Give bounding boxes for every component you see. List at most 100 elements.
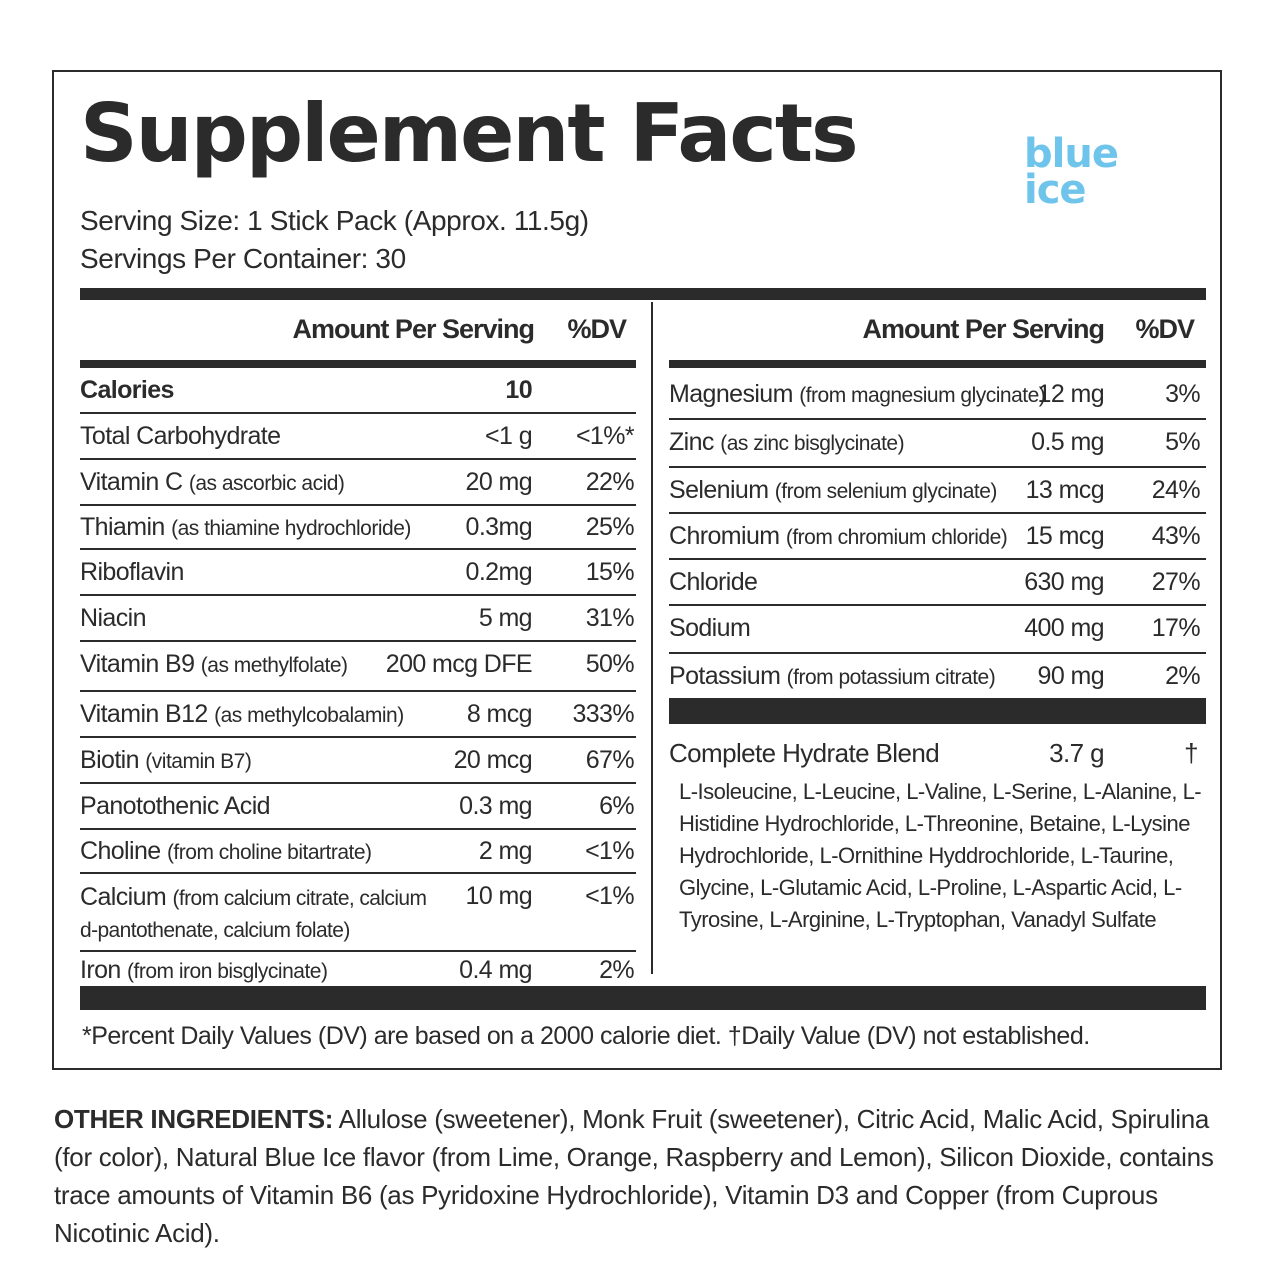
nutrient-name: Calcium (from calcium citrate, calcium d… <box>80 882 440 946</box>
nutrient-amount: 2 mg <box>478 837 533 865</box>
mineral-source-note: (from selenium glycinate) <box>774 480 998 503</box>
nutrient-source-note: (as methylcobalamin) <box>214 704 404 727</box>
mineral-dv: 27% <box>1151 568 1201 596</box>
other-ingredients: OTHER INGREDIENTS: Allulose (sweetener),… <box>54 1100 1234 1252</box>
nutrient-row: Panotothenic Acid 0.3 mg 6% <box>80 784 636 830</box>
nutrient-name: Riboflavin <box>80 558 184 586</box>
right-header-dv: %DV <box>1135 314 1195 344</box>
mineral-amount: 90 mg <box>1037 662 1105 690</box>
nutrient-dv: 2% <box>599 956 635 984</box>
blend-name: Complete Hydrate Blend <box>669 738 940 768</box>
nutrient-source-note: (vitamin B7) <box>145 750 252 773</box>
nutrient-dv: 25% <box>585 513 635 541</box>
nutrient-dv: 333% <box>572 700 634 728</box>
left-column: Amount Per Serving %DV Calories 10 Total… <box>80 302 636 996</box>
nutrient-name-main: Choline <box>80 837 161 865</box>
nutrient-dv: <1% <box>585 882 635 910</box>
nutrient-source-note: (from calcium citrate, calcium d-pantoth… <box>80 887 427 942</box>
mineral-name-main: Selenium <box>669 476 769 504</box>
nutrient-row: Vitamin C (as ascorbic acid) 20 mg 22% <box>80 460 636 506</box>
panel-title: Supplement Facts <box>80 87 859 180</box>
other-ingredients-text: Allulose (sweetener), Monk Fruit (sweete… <box>54 1104 1214 1248</box>
mineral-source-note: (from chromium chloride) <box>785 526 1008 549</box>
nutrient-amount: 10 mg <box>465 882 533 910</box>
nutrient-row: Choline (from choline bitartrate) 2 mg <… <box>80 830 636 874</box>
mineral-name-main: Potassium <box>669 662 781 690</box>
nutrient-name-main: Biotin <box>80 746 140 774</box>
mineral-row: Sodium 400 mg 17% <box>669 606 1206 654</box>
nutrient-row: Vitamin B12 (as methylcobalamin) 8 mcg 3… <box>80 692 636 738</box>
other-ingredients-label: OTHER INGREDIENTS: <box>54 1104 334 1134</box>
nutrient-amount: 20 mcg <box>453 746 533 774</box>
nutrient-amount: 0.3 mg <box>459 792 532 820</box>
nutrient-amount: 8 mcg <box>466 700 533 728</box>
mineral-name: Chloride <box>669 568 758 596</box>
nutrient-amount: <1 g <box>485 422 533 450</box>
nutrient-name-main: Vitamin B12 <box>80 700 208 728</box>
mineral-name-main: Magnesium <box>669 380 793 408</box>
nutrient-name-main: Thiamin <box>80 513 165 541</box>
mineral-name: Chromium (from chromium chloride) <box>669 522 1008 551</box>
mineral-dv: 2% <box>1165 662 1201 690</box>
mineral-row: Magnesium (from magnesium glycinate) 12 … <box>669 368 1206 420</box>
mineral-row: Selenium (from selenium glycinate) 13 mc… <box>669 468 1206 514</box>
nutrient-name: Calories <box>80 376 174 404</box>
mineral-amount: 13 mcg <box>1025 476 1105 504</box>
left-header: Amount Per Serving %DV <box>80 302 636 368</box>
mineral-name: Selenium (from selenium glycinate) <box>669 476 997 505</box>
mineral-dv: 3% <box>1165 380 1201 408</box>
mineral-amount: 0.5 mg <box>1031 428 1104 456</box>
nutrient-name: Vitamin B9 (as methylfolate) <box>80 650 348 679</box>
blend-amount: 3.7 g <box>1049 738 1104 768</box>
mineral-amount: 15 mcg <box>1025 522 1105 550</box>
servings-per-container: Servings Per Container: 30 <box>80 243 406 274</box>
nutrient-name: Thiamin (as thiamine hydrochloride) <box>80 513 411 542</box>
dv-footnote: *Percent Daily Values (DV) are based on … <box>82 1022 1090 1050</box>
nutrient-name: Choline (from choline bitartrate) <box>80 837 372 866</box>
nutrient-amount: 0.4 mg <box>459 956 532 984</box>
nutrient-dv: 15% <box>585 558 635 586</box>
brand-logo-line2: ice <box>1024 167 1087 213</box>
blend-dv: † <box>1184 738 1198 768</box>
nutrient-source-note: (from choline bitartrate) <box>166 841 372 864</box>
nutrient-row: Iron (from iron bisglycinate) 0.4 mg 2% <box>80 952 636 996</box>
nutrient-name: Vitamin B12 (as methylcobalamin) <box>80 700 404 729</box>
nutrient-name-main: Vitamin B9 <box>80 650 195 678</box>
mineral-row: Zinc (as zinc bisglycinate) 0.5 mg 5% <box>669 420 1206 468</box>
column-divider <box>651 302 653 974</box>
nutrient-name: Vitamin C (as ascorbic acid) <box>80 468 345 497</box>
mineral-source-note: (as zinc bisglycinate) <box>720 432 905 455</box>
mineral-name: Sodium <box>669 614 751 642</box>
mineral-name-main: Chromium <box>669 522 780 550</box>
left-header-amount: Amount Per Serving <box>292 314 535 344</box>
nutrient-dv: <1%* <box>575 422 635 450</box>
nutrient-name: Iron (from iron bisglycinate) <box>80 956 328 985</box>
serving-size: Serving Size: 1 Stick Pack (Approx. 11.5… <box>80 205 589 236</box>
nutrient-dv: 31% <box>585 604 635 632</box>
mineral-dv: 5% <box>1165 428 1201 456</box>
nutrient-row: Vitamin B9 (as methylfolate) 200 mcg DFE… <box>80 642 636 692</box>
blend-divider-bar <box>669 700 1206 724</box>
brand-logo-line1: blue <box>1024 131 1119 177</box>
nutrient-row: Riboflavin 0.2mg 15% <box>80 550 636 596</box>
nutrient-dv: 22% <box>585 468 635 496</box>
blend-ingredients: L-Isoleucine, L-Leucine, L-Valine, L-Ser… <box>679 779 1202 932</box>
left-header-dv: %DV <box>567 314 627 344</box>
brand-logo: blue ice <box>1024 131 1119 213</box>
blend-row: Complete Hydrate Blend 3.7 g † <box>669 724 1206 784</box>
mineral-name-main: Zinc <box>669 428 714 456</box>
nutrient-row: Niacin 5 mg 31% <box>80 596 636 642</box>
nutrient-dv: 6% <box>599 792 635 820</box>
bottom-divider-bar <box>80 986 1206 1010</box>
nutrient-name-main: Calcium <box>80 883 167 911</box>
right-column: Amount Per Serving %DV Magnesium (from m… <box>669 302 1206 936</box>
nutrient-source-note: (as ascorbic acid) <box>188 472 345 495</box>
nutrient-amount: 0.3mg <box>465 513 533 541</box>
mineral-row: Chloride 630 mg 27% <box>669 560 1206 606</box>
mineral-row: Potassium (from potassium citrate) 90 mg… <box>669 654 1206 700</box>
nutrient-row: Calcium (from calcium citrate, calcium d… <box>80 874 636 952</box>
mineral-dv: 17% <box>1151 614 1201 642</box>
mineral-row: Chromium (from chromium chloride) 15 mcg… <box>669 514 1206 560</box>
nutrient-amount: 10 <box>505 376 532 404</box>
nutrient-source-note: (as thiamine hydrochloride) <box>171 517 411 540</box>
